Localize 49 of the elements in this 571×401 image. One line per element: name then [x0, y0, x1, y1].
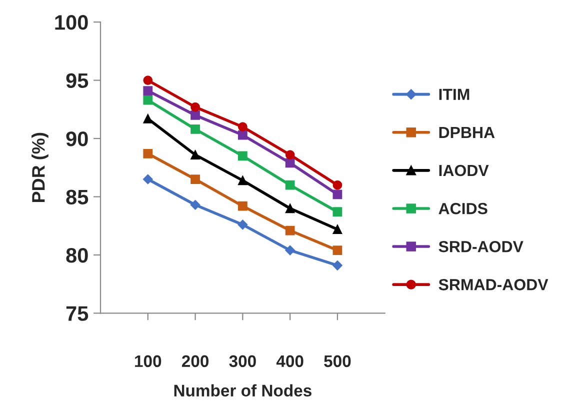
point: [332, 180, 342, 190]
x-tick-label: 300: [229, 355, 256, 368]
y-tick-label: 90: [66, 132, 88, 146]
y-tick-label: 80: [66, 248, 88, 263]
legend-label: SRMAD-AODV: [438, 279, 548, 290]
y-tick-label: 95: [66, 73, 88, 88]
point: [332, 224, 342, 234]
point: [238, 220, 248, 230]
point: [143, 148, 153, 158]
x-tick-label: 500: [324, 355, 351, 368]
point: [190, 124, 200, 134]
point: [143, 114, 153, 124]
point: [238, 151, 248, 161]
point: [285, 158, 295, 168]
point: [238, 122, 248, 132]
point: [332, 190, 342, 200]
y-tick-label: 75: [66, 306, 88, 321]
x-tick-label: 100: [135, 355, 162, 368]
point: [332, 246, 342, 255]
legend-label: ACIDS: [438, 202, 488, 214]
point: [190, 110, 200, 120]
x-tick-label: 400: [276, 355, 304, 368]
y-tick-label: 85: [66, 190, 88, 204]
x-tick-label: 200: [182, 355, 209, 368]
point: [285, 245, 296, 256]
point: [142, 174, 153, 184]
point: [332, 260, 342, 270]
point: [190, 174, 200, 184]
point: [285, 180, 295, 190]
y-tick-label: 100: [55, 15, 88, 30]
point: [143, 95, 153, 105]
point: [190, 150, 200, 160]
point: [190, 102, 200, 112]
x-axis-title: Number of Nodes: [174, 384, 312, 397]
legend-label: IAODV: [439, 164, 489, 176]
point: [143, 86, 153, 96]
point: [190, 200, 200, 210]
point: [238, 201, 248, 211]
point: [332, 207, 342, 217]
point: [238, 176, 248, 186]
legend-label: ITIM: [439, 88, 470, 100]
legend-label: DPBHA: [439, 126, 495, 138]
point: [238, 130, 248, 140]
point: [285, 226, 295, 236]
legend-label: SRD-AODV: [438, 240, 524, 252]
point: [143, 76, 153, 85]
y-axis-title: PDR (%): [32, 132, 48, 202]
point: [285, 204, 295, 214]
point: [285, 150, 295, 160]
